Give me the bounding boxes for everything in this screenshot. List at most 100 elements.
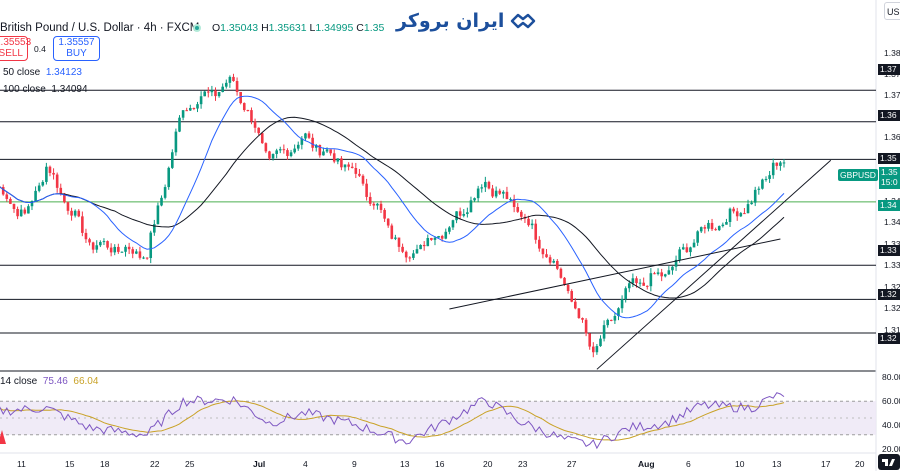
candle-body bbox=[192, 107, 196, 109]
brand-logo: ایران بروکر bbox=[396, 10, 536, 32]
candle-body bbox=[217, 92, 221, 97]
ohlc-high-value: 1.35631 bbox=[268, 22, 307, 34]
candle-body bbox=[178, 117, 181, 132]
candle-body bbox=[271, 153, 275, 159]
candle-body bbox=[663, 274, 667, 277]
candle-body bbox=[37, 185, 41, 191]
symbol-title[interactable]: British Pound / U.S. Dollar · 4h · FXCM bbox=[0, 22, 200, 34]
rsi-legend[interactable]: 14 close 75.46 66.04 bbox=[0, 376, 98, 387]
price-axis-label: 1.37 bbox=[884, 90, 900, 100]
candle-body bbox=[142, 257, 145, 259]
candle-body bbox=[455, 211, 458, 221]
candle-body bbox=[473, 198, 476, 201]
ma50-legend[interactable]: 50 close 1.34123 bbox=[3, 67, 82, 78]
candle-body bbox=[296, 144, 300, 149]
candle-body bbox=[174, 131, 178, 153]
price-axis-label: 1.32 bbox=[884, 282, 900, 292]
candle-body bbox=[135, 251, 138, 254]
candle-body bbox=[278, 149, 282, 151]
candle-body bbox=[275, 150, 278, 154]
candle-body bbox=[771, 162, 775, 176]
candle-body bbox=[732, 208, 735, 212]
rsi-label: 14 close bbox=[0, 376, 38, 387]
symbol-price-tag: GBPUSD bbox=[838, 169, 878, 181]
candle-body bbox=[206, 91, 210, 93]
trendline-0 bbox=[596, 159, 832, 370]
sell-button[interactable]: 1.35553 SELL bbox=[0, 36, 32, 61]
price-axis-label: 1.38 bbox=[884, 48, 900, 58]
candle-body bbox=[520, 211, 523, 217]
ma100-legend[interactable]: 100 close 1.34094 bbox=[3, 84, 88, 95]
buy-button[interactable]: 1.35557 BUY bbox=[53, 36, 100, 61]
candle-body bbox=[746, 204, 750, 214]
candle-body bbox=[487, 181, 491, 189]
candle-body bbox=[304, 133, 307, 139]
candle-body bbox=[714, 229, 717, 231]
candle-body bbox=[379, 203, 383, 210]
buy-label: BUY bbox=[66, 48, 87, 59]
candle-body bbox=[138, 251, 142, 258]
candle-body bbox=[545, 254, 548, 258]
candle-body bbox=[527, 218, 530, 226]
candle-body bbox=[426, 237, 430, 247]
time-axis-label: 23 bbox=[518, 459, 528, 469]
candle-body bbox=[196, 104, 199, 109]
rsi-axis-label: 80.00 bbox=[882, 372, 900, 382]
candle-body bbox=[491, 188, 494, 197]
ma100-line bbox=[0, 116, 785, 299]
candle-body bbox=[289, 152, 293, 157]
candle-body bbox=[462, 214, 466, 216]
candle-body bbox=[390, 225, 394, 239]
candle-body bbox=[124, 246, 127, 252]
candle-body bbox=[538, 239, 541, 249]
candle-body bbox=[451, 220, 455, 228]
candle-body bbox=[386, 218, 390, 226]
time-axis-label: 13 bbox=[772, 459, 782, 469]
candle-body bbox=[739, 213, 743, 217]
currency-button[interactable]: USD bbox=[884, 2, 900, 20]
candle-body bbox=[214, 90, 217, 97]
rsi-value: 75.46 bbox=[42, 376, 68, 387]
tradingview-logo-icon[interactable] bbox=[878, 454, 900, 470]
candle-body bbox=[63, 193, 66, 203]
candle-body bbox=[757, 188, 761, 190]
time-axis-label: 20 bbox=[855, 459, 865, 469]
candle-body bbox=[444, 231, 448, 239]
candle-body bbox=[678, 249, 681, 260]
candle-body bbox=[242, 103, 246, 111]
candle-body bbox=[253, 121, 257, 128]
ma100-value: 1.34094 bbox=[51, 84, 88, 95]
candle-body bbox=[361, 175, 365, 184]
candle-body bbox=[120, 251, 124, 253]
candle-body bbox=[77, 210, 81, 217]
level-price-tag: 1.34 bbox=[878, 200, 900, 211]
candle-body bbox=[735, 211, 739, 217]
candle-body bbox=[570, 291, 574, 302]
price-axis-label: 1.32 bbox=[884, 303, 900, 313]
candle-body bbox=[336, 158, 340, 162]
rsi-line bbox=[0, 392, 785, 450]
level-price-tag: 1.36 bbox=[878, 110, 900, 121]
time-axis-label: 15 bbox=[65, 459, 75, 469]
candle-body bbox=[484, 181, 487, 188]
candle-body bbox=[59, 187, 63, 194]
candle-body bbox=[635, 278, 638, 284]
sell-price: 1.35553 bbox=[0, 37, 32, 48]
candle-body bbox=[55, 174, 59, 188]
candle-body bbox=[153, 224, 156, 233]
candle-body bbox=[73, 210, 77, 216]
brand-logo-text: ایران بروکر bbox=[396, 10, 505, 32]
ohlc-high-key: H bbox=[261, 22, 269, 34]
candle-body bbox=[167, 167, 171, 188]
candle-body bbox=[548, 257, 552, 263]
ohlc-close-key: C bbox=[356, 22, 364, 34]
candle-body bbox=[595, 346, 599, 353]
candle-body bbox=[599, 338, 602, 347]
candle-body bbox=[239, 92, 242, 104]
candle-body bbox=[181, 110, 185, 118]
candle-body bbox=[329, 149, 332, 154]
candle-body bbox=[699, 227, 703, 232]
candle-body bbox=[782, 162, 786, 164]
